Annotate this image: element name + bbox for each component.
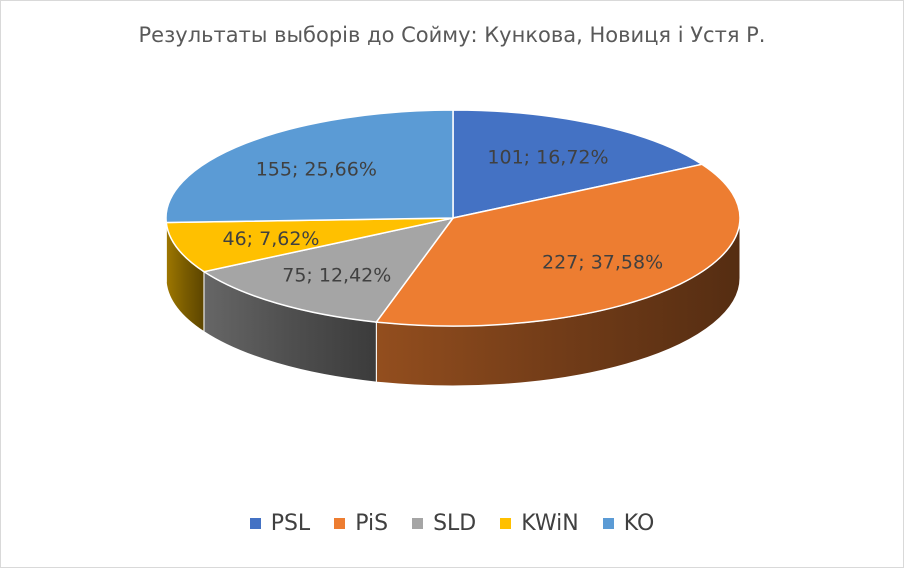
data-label-kwin: 46; 7,62%: [223, 228, 320, 250]
legend-item-ko: KO: [603, 511, 655, 536]
legend-swatch-kwin: [500, 518, 511, 529]
legend-label-pis: PiS: [355, 511, 388, 536]
legend-item-psl: PSL: [250, 511, 311, 536]
legend-swatch-psl: [250, 518, 261, 529]
legend-label-kwin: KWiN: [521, 511, 578, 536]
data-label-sld: 75; 12,42%: [282, 264, 391, 286]
legend-swatch-sld: [412, 518, 423, 529]
legend-label-ko: KO: [624, 511, 655, 536]
legend-swatch-pis: [334, 518, 345, 529]
legend-label-sld: SLD: [433, 511, 476, 536]
legend-item-pis: PiS: [334, 511, 388, 536]
data-label-pis: 227; 37,58%: [542, 252, 663, 274]
legend-swatch-ko: [603, 518, 614, 529]
data-label-ko: 155; 25,66%: [256, 159, 377, 181]
data-label-psl: 101; 16,72%: [487, 146, 608, 168]
legend-label-psl: PSL: [271, 511, 311, 536]
chart-legend: PSL PiS SLD KWiN KO: [1, 511, 903, 536]
legend-item-kwin: KWiN: [500, 511, 578, 536]
legend-item-sld: SLD: [412, 511, 476, 536]
